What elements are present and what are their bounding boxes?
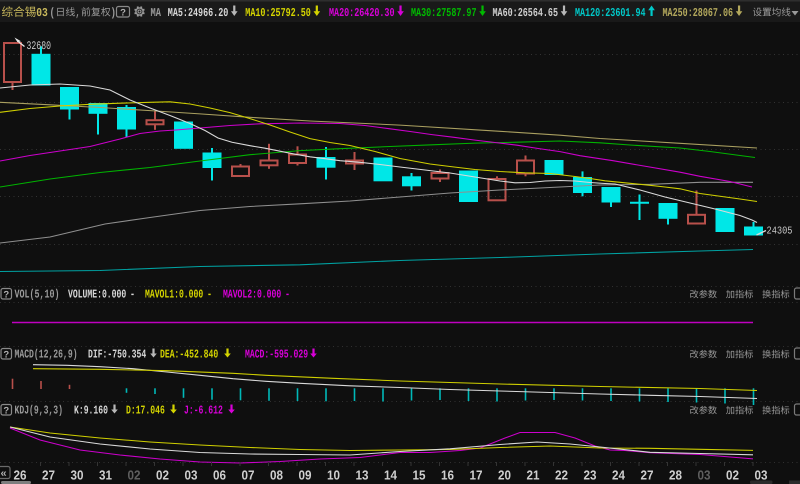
svg-text:?: ? xyxy=(3,349,9,360)
svg-text:30: 30 xyxy=(71,468,84,483)
svg-text:20: 20 xyxy=(498,468,511,483)
svg-text:VOLUME:0.000: VOLUME:0.000 xyxy=(68,288,126,302)
svg-text:DEA:-452.840: DEA:-452.840 xyxy=(160,348,218,362)
svg-text:21: 21 xyxy=(527,468,540,483)
svg-text:MA30:27587.97: MA30:27587.97 xyxy=(411,6,477,20)
svg-text:MACD:-595.029: MACD:-595.029 xyxy=(245,348,308,362)
svg-text:03: 03 xyxy=(698,468,711,483)
svg-text:?: ? xyxy=(3,289,9,300)
svg-text:-: - xyxy=(130,288,135,302)
svg-text:MAVOL2:0.000: MAVOL2:0.000 xyxy=(223,288,281,302)
svg-text:MAVOL1:0.000: MAVOL1:0.000 xyxy=(145,288,203,302)
svg-text:(: ( xyxy=(50,6,56,20)
svg-text:MA250:28067.06: MA250:28067.06 xyxy=(663,6,734,20)
svg-text:MA5:24966.20: MA5:24966.20 xyxy=(168,6,228,20)
svg-text:15: 15 xyxy=(413,468,426,483)
svg-text:02: 02 xyxy=(726,468,739,483)
svg-text:02: 02 xyxy=(128,468,141,483)
svg-text:MA20:26420.30: MA20:26420.30 xyxy=(329,6,395,20)
svg-text:,: , xyxy=(76,6,81,20)
svg-text:31: 31 xyxy=(99,468,112,483)
svg-text:K:9.160: K:9.160 xyxy=(74,404,108,418)
svg-text:): ) xyxy=(111,6,117,20)
svg-text:24305: 24305 xyxy=(767,226,793,238)
svg-text:06: 06 xyxy=(213,468,226,483)
svg-text:D:17.046: D:17.046 xyxy=(126,404,165,418)
svg-text:03: 03 xyxy=(755,468,768,483)
svg-text:-: - xyxy=(285,288,290,302)
svg-text:10: 10 xyxy=(327,468,340,483)
svg-text:«: « xyxy=(1,468,7,480)
svg-text:13: 13 xyxy=(356,468,369,483)
svg-text:MACD(12,26,9): MACD(12,26,9) xyxy=(15,348,78,362)
svg-text:?: ? xyxy=(3,405,9,416)
svg-text:23: 23 xyxy=(584,468,597,483)
svg-text:DIF:-750.354: DIF:-750.354 xyxy=(88,348,146,362)
svg-text:MA120:23601.94: MA120:23601.94 xyxy=(575,6,646,20)
svg-text:16: 16 xyxy=(441,468,454,483)
svg-text:02: 02 xyxy=(156,468,169,483)
svg-text:07: 07 xyxy=(242,468,255,483)
svg-text:J:-6.612: J:-6.612 xyxy=(184,404,223,418)
svg-text:MA: MA xyxy=(151,6,162,20)
svg-text:22: 22 xyxy=(555,468,568,483)
svg-text:26: 26 xyxy=(14,468,27,483)
svg-text:VOL(5,10): VOL(5,10) xyxy=(15,288,60,302)
svg-text:08: 08 xyxy=(270,468,283,483)
svg-text:24: 24 xyxy=(612,468,626,483)
svg-text:09: 09 xyxy=(299,468,312,483)
svg-text:32680: 32680 xyxy=(27,40,52,53)
svg-text:28: 28 xyxy=(669,468,682,483)
svg-text:17: 17 xyxy=(470,468,483,483)
svg-text:-: - xyxy=(207,288,212,302)
svg-text:MA60:26564.65: MA60:26564.65 xyxy=(493,6,559,20)
svg-text:03: 03 xyxy=(185,468,198,483)
svg-text:27: 27 xyxy=(641,468,654,483)
svg-text:KDJ(9,3,3): KDJ(9,3,3) xyxy=(15,404,64,418)
svg-text:27: 27 xyxy=(42,468,55,483)
svg-text:MA10:25792.50: MA10:25792.50 xyxy=(245,6,311,20)
svg-text:03: 03 xyxy=(36,6,48,20)
svg-text:14: 14 xyxy=(384,468,398,483)
svg-text:?: ? xyxy=(120,7,126,18)
